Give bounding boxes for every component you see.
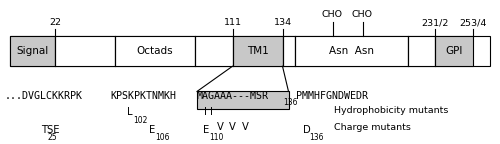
Text: 106: 106 [155, 133, 170, 142]
Text: Charge mutants: Charge mutants [334, 123, 411, 132]
Bar [435, 36, 472, 66]
Text: 136: 136 [309, 133, 324, 142]
Text: 111: 111 [224, 18, 242, 27]
Bar [10, 36, 55, 66]
Text: Octads: Octads [136, 46, 173, 56]
Text: MAGAAA---MSR: MAGAAA---MSR [197, 91, 269, 102]
Text: GPI: GPI [445, 46, 462, 56]
Text: 102: 102 [134, 116, 148, 125]
Bar [115, 36, 195, 66]
Text: E: E [203, 125, 209, 135]
Bar [282, 36, 295, 66]
Bar [55, 36, 115, 66]
Text: V: V [229, 122, 236, 132]
Text: 25: 25 [48, 133, 57, 142]
Text: 22: 22 [49, 18, 61, 27]
Text: 134: 134 [274, 18, 291, 27]
Bar [197, 91, 288, 109]
Text: Signal: Signal [16, 46, 48, 56]
Text: Asn  Asn: Asn Asn [329, 46, 374, 56]
Text: 110: 110 [210, 133, 224, 142]
Text: ...DVGLCKKRPK: ...DVGLCKKRPK [5, 91, 83, 102]
Bar [295, 36, 408, 66]
Text: 231/2: 231/2 [422, 18, 448, 27]
Text: E: E [148, 125, 155, 135]
Text: CHO: CHO [322, 11, 343, 19]
Bar [195, 36, 232, 66]
Text: 253/4: 253/4 [459, 18, 486, 27]
Text: I I: I I [204, 107, 213, 117]
Text: TSE: TSE [41, 125, 60, 135]
Text: D: D [302, 125, 310, 135]
Text: KPSKPKTNMKH: KPSKPKTNMKH [110, 91, 176, 102]
Bar [232, 36, 282, 66]
Text: PMMHFGNDWEDR: PMMHFGNDWEDR [296, 91, 368, 102]
Text: Hydrophobicity mutants: Hydrophobicity mutants [334, 106, 448, 115]
Bar [10, 36, 490, 66]
Text: L: L [128, 107, 133, 117]
Text: V: V [242, 122, 248, 132]
Text: CHO: CHO [352, 11, 373, 19]
Text: TM1: TM1 [246, 46, 268, 56]
Text: 136: 136 [283, 98, 298, 107]
Text: V: V [216, 122, 224, 132]
Bar [408, 36, 435, 66]
